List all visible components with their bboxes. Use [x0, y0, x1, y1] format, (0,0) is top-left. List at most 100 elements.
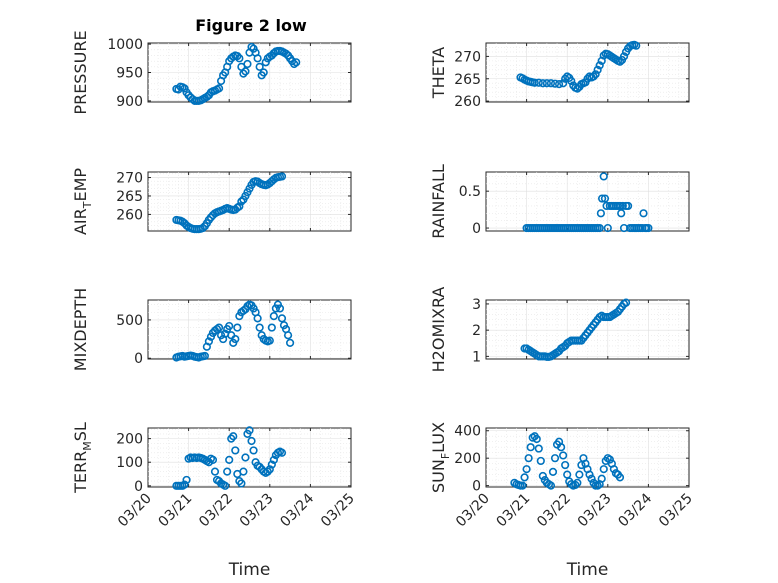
data-point — [623, 201, 633, 211]
data-point — [241, 453, 250, 462]
data-point — [233, 323, 242, 332]
data-point — [597, 474, 606, 483]
data-point — [225, 321, 234, 331]
data-point — [259, 68, 268, 77]
data-point — [253, 314, 262, 323]
y-axis-label: SUNFLUX — [429, 422, 452, 493]
data-point — [619, 52, 629, 61]
y-tick-label: 265 — [116, 189, 143, 205]
data-point — [180, 84, 189, 93]
data-point — [265, 465, 274, 474]
x-axis-label: Time — [566, 560, 609, 580]
data-point — [536, 456, 545, 466]
data-point — [639, 209, 648, 218]
data-point — [644, 223, 653, 233]
y-tick-label: 260 — [116, 207, 143, 223]
data-point — [206, 213, 216, 222]
data-point — [198, 223, 207, 233]
data-point — [292, 58, 301, 67]
data-point — [532, 434, 541, 444]
data-point — [182, 475, 191, 485]
x-tick-label: 03/24 — [277, 490, 317, 530]
data-point — [559, 451, 568, 460]
y-axis-label-main: MIXDEPTH — [71, 288, 90, 371]
data-point — [573, 84, 582, 93]
data-point — [538, 79, 547, 88]
y-axis-label-main: THETA — [429, 47, 448, 99]
data-point — [599, 465, 608, 474]
data-point — [595, 61, 604, 70]
data-point — [561, 460, 570, 470]
y-tick-label: 500 — [116, 313, 143, 329]
data-point — [522, 465, 531, 474]
x-tick-label: 03/25 — [656, 491, 696, 531]
y-axis-label-subscript: M — [81, 441, 94, 451]
y-axis-label: PRESSURE — [71, 30, 90, 114]
panel-1: 260 265 270 THETA — [429, 40, 690, 110]
y-axis-label-main: TERR — [71, 451, 90, 494]
data-point — [243, 59, 252, 69]
y-tick-label: 0 — [134, 479, 143, 495]
data-point — [621, 298, 631, 307]
y-tick-label: 900 — [116, 94, 143, 110]
data-point — [231, 334, 240, 344]
data-point — [571, 480, 580, 490]
panel-2: 260 265 270 AIRTEMP — [71, 168, 352, 235]
data-point — [255, 323, 264, 332]
y-axis-label: TERRMSL — [71, 422, 94, 494]
data-point — [225, 455, 234, 464]
data-point — [221, 481, 230, 490]
y-axis-label-main: RAINFALL — [429, 164, 448, 239]
x-tick-label: 03/25 — [318, 491, 358, 531]
y-axis-label-main: PRESSURE — [71, 30, 90, 114]
data-point — [550, 79, 560, 88]
data-point — [214, 84, 224, 93]
y-tick-label: 1000 — [107, 37, 143, 53]
data-point — [223, 467, 232, 476]
data-point — [573, 478, 582, 487]
data-point — [237, 479, 246, 488]
y-axis-label-subscript: T — [81, 201, 94, 209]
data-point — [530, 78, 539, 87]
x-tick-label: 03/20 — [453, 491, 493, 531]
data-point — [632, 41, 641, 50]
data-point — [617, 209, 626, 218]
y-axis-label: AIRTEMP — [71, 168, 94, 235]
data-point — [269, 455, 278, 464]
y-axis-label-main: SUN — [429, 459, 448, 493]
x-tick-label: 03/20 — [115, 491, 155, 531]
data-point — [269, 311, 278, 321]
data-point — [554, 80, 564, 89]
data-point — [600, 194, 610, 203]
data-point — [235, 54, 244, 63]
data-point — [241, 67, 250, 76]
data-point — [229, 432, 238, 441]
data-point — [261, 58, 270, 67]
y-axis-label: RAINFALL — [429, 164, 448, 239]
data-point — [277, 172, 287, 181]
data-point — [235, 202, 244, 211]
data-point — [253, 54, 262, 63]
panel-0: 900 950 1000 PRESSURE — [71, 30, 352, 115]
data-point — [559, 79, 568, 88]
y-tick-label: 0 — [472, 479, 481, 495]
data-point — [567, 76, 576, 86]
data-point — [524, 454, 533, 463]
panel-5: 1 2 3 H2OMIXRA — [429, 287, 690, 373]
data-point — [275, 304, 285, 313]
data-point — [546, 79, 556, 88]
data-point — [598, 194, 607, 203]
y-axis-label: H2OMIXRA — [429, 287, 448, 373]
y-axis-label-subscript: F — [439, 453, 452, 459]
data-point — [550, 454, 560, 463]
data-point — [204, 337, 213, 346]
data-point — [239, 69, 248, 78]
data-point — [277, 314, 287, 323]
data-point — [534, 78, 543, 87]
panel-3: 0 0.5 RAINFALL — [429, 164, 690, 239]
data-point — [585, 470, 594, 479]
y-tick-label: 950 — [116, 66, 143, 82]
data-point — [595, 223, 604, 233]
